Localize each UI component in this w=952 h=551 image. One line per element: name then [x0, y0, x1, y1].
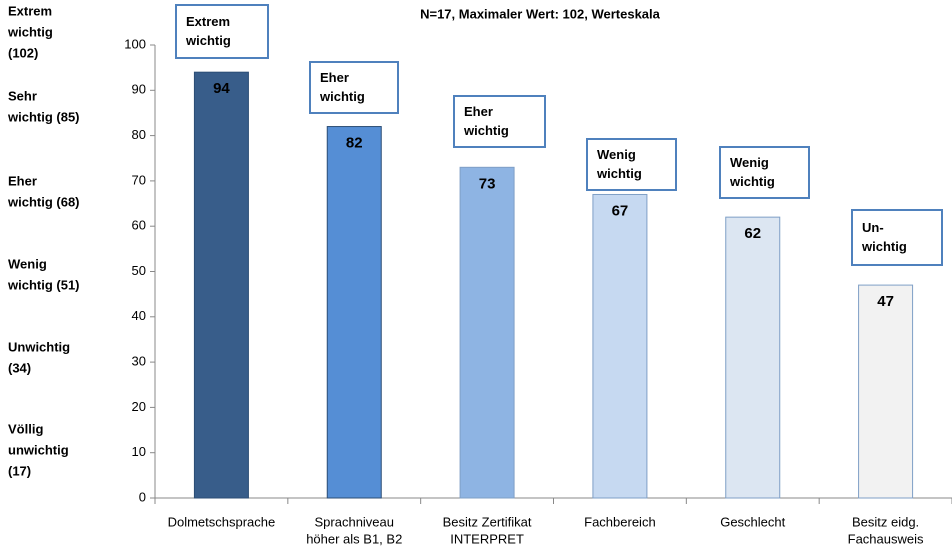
y-tick-label: 60 [132, 218, 146, 233]
y-tick-label: 20 [132, 399, 146, 414]
y-tick-label: 30 [132, 354, 146, 369]
x-tick-label: Besitz Zertifikat [443, 514, 532, 529]
annotation-box [851, 209, 943, 266]
scale-label: (17) [8, 463, 31, 478]
annotation: wichtig [596, 166, 642, 181]
annotation: Wenig [597, 147, 636, 162]
value-label: 73 [479, 175, 496, 192]
y-tick-label: 40 [132, 308, 146, 323]
x-tick-label: Geschlecht [720, 514, 785, 529]
annotation-box [719, 146, 810, 199]
annotation: Eher [320, 70, 349, 85]
annotation: wichtig [319, 89, 365, 104]
y-tick-label: 0 [139, 489, 146, 504]
value-label: 67 [612, 202, 629, 219]
annotation: Wenig [730, 155, 769, 170]
scale-label: Unwichtig [8, 339, 70, 354]
scale-label: wichtig (85) [7, 109, 80, 124]
annotation: wichtig [463, 123, 509, 138]
bar [193, 71, 249, 499]
scale-label: Eher [8, 173, 37, 188]
annotation-box [586, 138, 677, 191]
x-tick-label: Besitz eidg. [852, 514, 919, 529]
x-tick-label: höher als B1, B2 [306, 531, 402, 546]
y-tick-label: 100 [124, 36, 146, 51]
scale-label: wichtig (51) [7, 277, 80, 292]
annotation: wichtig [729, 174, 775, 189]
value-label: 47 [877, 293, 894, 310]
scale-label: (34) [8, 360, 31, 375]
scale-label: Völlig [8, 421, 43, 436]
bar [326, 126, 382, 499]
bar [459, 166, 515, 499]
scale-label: wichtig (68) [7, 194, 80, 209]
annotation: wichtig [861, 239, 907, 254]
scale-label: Sehr [8, 88, 37, 103]
x-tick-label: Dolmetschsprache [168, 514, 276, 529]
annotation-box [309, 61, 399, 114]
value-label: 62 [744, 225, 761, 242]
y-tick-label: 90 [132, 82, 146, 97]
x-tick-label: INTERPRET [450, 531, 524, 546]
scale-label: unwichtig [8, 442, 69, 457]
value-label: 82 [346, 135, 363, 152]
bar [858, 284, 914, 499]
x-tick-label: Fachausweis [848, 531, 924, 546]
scale-label: Extrem [8, 3, 52, 18]
value-label: 94 [213, 80, 230, 97]
annotation-box [453, 95, 546, 148]
annotation: Extrem [186, 14, 230, 29]
annotation: wichtig [185, 33, 231, 48]
scale-label: (102) [8, 45, 38, 60]
y-tick-label: 70 [132, 172, 146, 187]
chart-title: N=17, Maximaler Wert: 102, Werteskala [420, 6, 661, 21]
annotation: Eher [464, 104, 493, 119]
x-tick-label: Fachbereich [584, 514, 656, 529]
x-tick-label: Sprachniveau [315, 514, 395, 529]
bar [592, 193, 648, 499]
y-tick-label: 80 [132, 127, 146, 142]
scale-label: Wenig [8, 256, 47, 271]
bar [725, 216, 781, 499]
scale-label: wichtig [7, 24, 53, 39]
y-tick-label: 10 [132, 444, 146, 459]
annotation: Un- [862, 220, 884, 235]
annotation-box [175, 4, 269, 59]
y-tick-label: 50 [132, 263, 146, 278]
